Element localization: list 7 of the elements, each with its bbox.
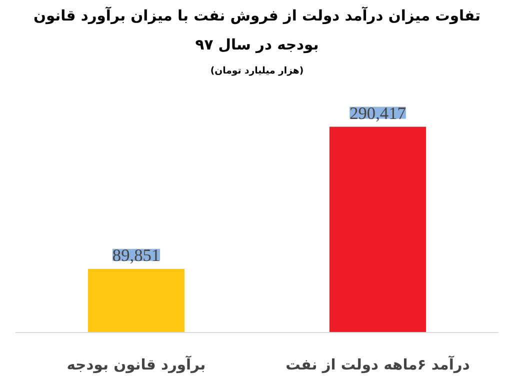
x-tick-label: درآمد ۶ماهه دولت از نفت (286, 356, 470, 374)
chart-title: تفاوت میزان درآمد دولت از فروش نفت با میزان برآورد قانون (33, 6, 481, 24)
text: (هزار میلیارد تومان) (210, 66, 304, 76)
x-tick-label: برآورد قانون بودجه (66, 356, 206, 374)
data-label: 89,851 (112, 246, 160, 265)
chart-subtitle: بودجه در سال ۹۷ (195, 36, 319, 54)
data-label: 290,417 (350, 104, 406, 123)
